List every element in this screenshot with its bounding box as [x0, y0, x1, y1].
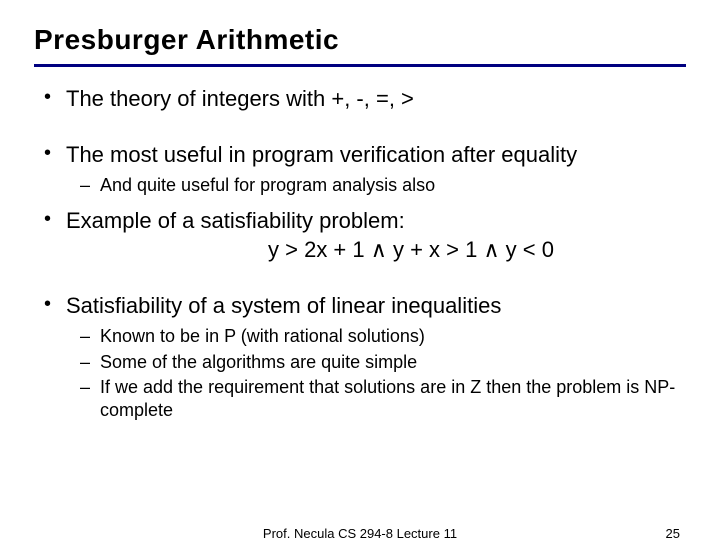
title-underline	[34, 64, 686, 67]
bullet-4-sub-2: Some of the algorithms are quite simple	[100, 351, 686, 374]
slide: Presburger Arithmetic The theory of inte…	[0, 0, 720, 540]
bullet-4-text: Satisfiability of a system of linear ine…	[66, 293, 501, 318]
bullet-4-sub-1: Known to be in P (with rational solution…	[100, 325, 686, 348]
bullet-2-sub-1: And quite useful for program analysis al…	[100, 174, 686, 197]
bullet-3: Example of a satisfiability problem: y >…	[62, 207, 686, 264]
footer-center: Prof. Necula CS 294-8 Lecture 11	[0, 526, 720, 540]
bullet-2-text: The most useful in program verification …	[66, 142, 577, 167]
footer-page-number: 25	[666, 526, 680, 540]
bullet-1: The theory of integers with +, -, =, >	[62, 85, 686, 113]
bullet-4: Satisfiability of a system of linear ine…	[62, 292, 686, 422]
bullet-list: The theory of integers with +, -, =, > T…	[34, 85, 686, 421]
slide-title: Presburger Arithmetic	[34, 24, 686, 56]
bullet-2-sublist: And quite useful for program analysis al…	[66, 174, 686, 197]
bullet-3-text: Example of a satisfiability problem:	[66, 208, 405, 233]
bullet-2: The most useful in program verification …	[62, 141, 686, 197]
bullet-3-formula: y > 2x + 1 ∧ y + x > 1 ∧ y < 0	[136, 236, 686, 264]
bullet-4-sub-3: If we add the requirement that solutions…	[100, 376, 686, 421]
spacer	[62, 123, 686, 133]
spacer	[62, 274, 686, 284]
bullet-4-sublist: Known to be in P (with rational solution…	[66, 325, 686, 421]
